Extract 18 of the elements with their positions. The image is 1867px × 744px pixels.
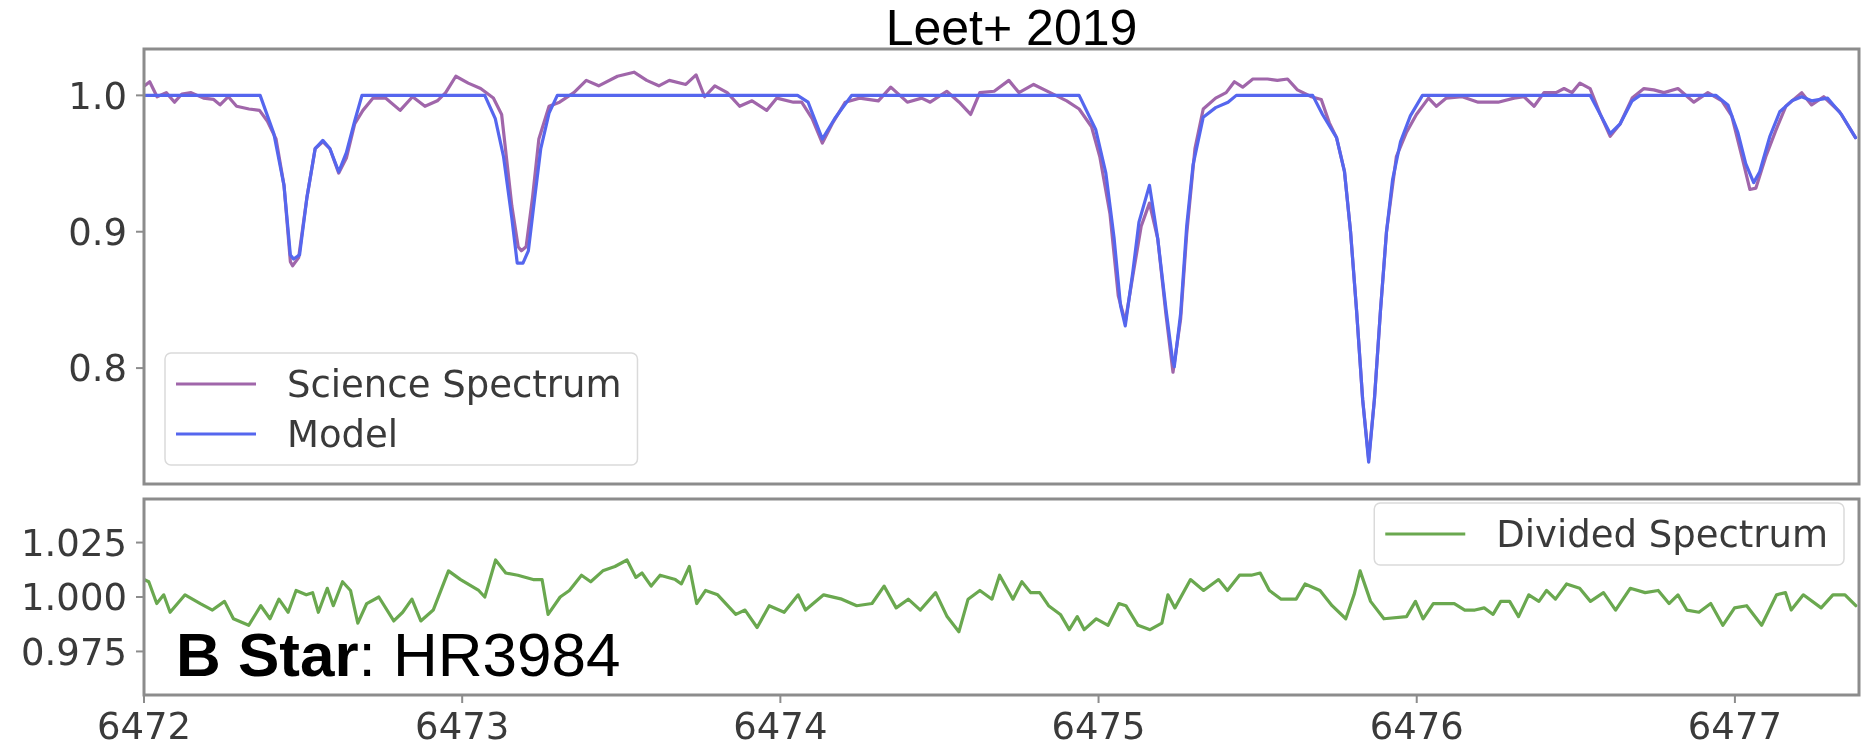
annotation: B Star: HR3984 [176,620,621,689]
y-tick-label: 1.0 [68,74,127,118]
y-tick-label: 1.025 [21,521,127,565]
chart-title: Leet+ 2019 [885,0,1138,56]
x-tick-label: 6475 [1051,705,1146,744]
legend-label: Model [287,413,399,457]
x-tick-label: 6472 [96,705,192,744]
x-tick-label: 6476 [1369,705,1464,744]
y-tick-label: 0.975 [21,630,127,674]
x-tick-label: 6477 [1687,705,1782,744]
legend-label: Science Spectrum [287,363,622,407]
line-series [144,558,1858,634]
x-tick-label: 6474 [733,705,828,744]
y-tick-label: 1.000 [21,576,127,620]
y-tick-label: 0.9 [68,211,127,255]
x-tick-label: 6473 [415,705,510,744]
legend-label: Divided Spectrum [1496,513,1829,557]
y-tick-label: 0.8 [68,347,127,391]
